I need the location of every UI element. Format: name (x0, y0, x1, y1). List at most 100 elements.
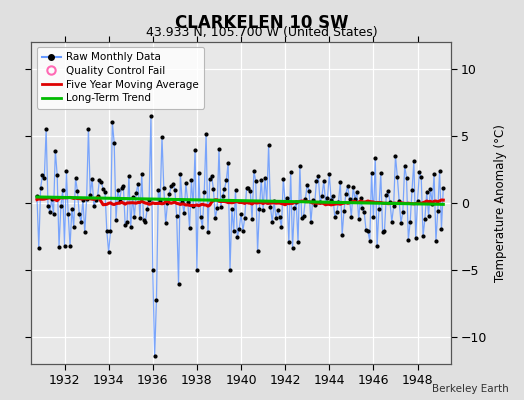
Legend: Raw Monthly Data, Quality Control Fail, Five Year Moving Average, Long-Term Tren: Raw Monthly Data, Quality Control Fail, … (37, 47, 204, 108)
Point (233, 234, 242, 240)
Point (145, 197, 154, 203)
Point (310, 202, 319, 208)
Point (332, 209, 341, 216)
Point (208, 172, 216, 179)
Point (224, 160, 232, 166)
Point (309, 196, 317, 203)
Point (325, 171, 333, 178)
Point (200, 188, 209, 195)
Point (422, 189, 431, 196)
Point (108, 119, 116, 126)
Point (139, 217, 148, 223)
Point (156, 198, 165, 204)
Point (246, 188, 255, 194)
Point (48, 196, 56, 203)
Point (255, 206, 264, 212)
Point (336, 178, 344, 185)
Point (349, 184, 357, 190)
Point (219, 193, 227, 199)
Point (296, 163, 304, 169)
Point (314, 173, 322, 179)
Point (130, 214, 138, 220)
Point (183, 198, 192, 205)
Point (279, 176, 288, 182)
Point (432, 238, 440, 244)
Point (103, 228, 111, 234)
Point (265, 142, 273, 148)
Point (424, 212, 433, 219)
Point (342, 191, 350, 197)
Point (202, 130, 210, 137)
Point (92, 197, 100, 204)
Point (298, 215, 306, 221)
Point (380, 228, 389, 234)
Point (112, 216, 120, 223)
Point (182, 180, 190, 187)
Point (287, 169, 295, 175)
Point (101, 188, 109, 195)
Point (169, 181, 177, 188)
Point (66, 243, 74, 249)
Point (220, 186, 228, 192)
Point (375, 206, 383, 212)
Text: Berkeley Earth: Berkeley Earth (432, 384, 508, 394)
Point (415, 169, 423, 176)
Point (395, 198, 403, 204)
Point (266, 204, 275, 210)
Point (437, 226, 445, 232)
Point (244, 185, 253, 191)
Point (106, 228, 115, 234)
Point (81, 229, 89, 236)
Point (402, 174, 411, 181)
Point (132, 190, 140, 196)
Point (147, 112, 155, 119)
Point (70, 224, 78, 230)
Point (57, 203, 65, 210)
Point (149, 267, 157, 273)
Point (292, 199, 300, 205)
Point (55, 244, 63, 250)
Point (254, 248, 262, 254)
Point (191, 146, 199, 153)
Point (176, 171, 184, 177)
Point (399, 209, 407, 215)
Point (331, 214, 339, 221)
Point (227, 206, 236, 212)
Point (163, 200, 172, 206)
Point (126, 224, 135, 230)
Point (160, 185, 168, 192)
Text: CLARKELEN 10 SW: CLARKELEN 10 SW (175, 14, 349, 32)
Point (189, 203, 198, 209)
Point (344, 183, 352, 189)
Point (334, 199, 343, 205)
Point (386, 199, 394, 205)
Point (230, 228, 238, 234)
Point (46, 208, 54, 215)
Point (82, 196, 91, 202)
Point (404, 236, 412, 243)
Point (435, 168, 444, 174)
Point (312, 178, 321, 185)
Point (373, 243, 381, 250)
Point (371, 155, 379, 161)
Point (358, 205, 367, 212)
Point (345, 196, 354, 202)
Point (33, 193, 41, 200)
Point (237, 210, 245, 217)
Point (136, 214, 144, 221)
Point (270, 198, 278, 204)
Point (75, 210, 83, 217)
Point (185, 225, 194, 231)
Point (86, 191, 94, 198)
Point (305, 188, 313, 194)
Point (90, 203, 98, 210)
Point (389, 203, 398, 210)
Point (158, 134, 166, 140)
Point (281, 200, 289, 206)
Point (141, 219, 150, 225)
Point (340, 207, 348, 214)
Point (377, 170, 385, 176)
Point (356, 195, 365, 201)
Point (97, 179, 105, 185)
Point (154, 187, 162, 194)
